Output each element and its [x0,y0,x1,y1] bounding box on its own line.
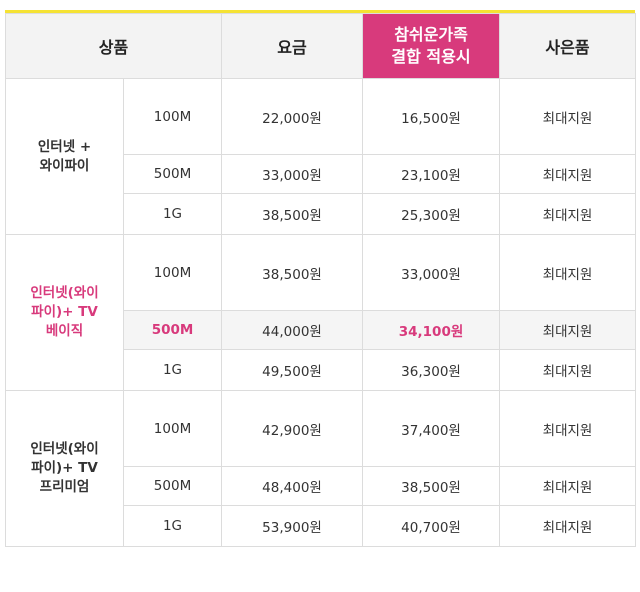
gift-cell: 최대지원 [499,234,637,311]
speed-cell: 500M [122,310,223,350]
discount-cell: 34,100원 [362,310,501,350]
discount-cell: 23,100원 [362,154,501,194]
price-cell: 42,900원 [221,390,364,467]
header-product: 상품 [4,13,223,79]
speed-cell: 1G [122,193,223,235]
header-price: 요금 [221,13,364,79]
discount-cell: 40,700원 [362,505,501,547]
discount-cell: 16,500원 [362,78,501,155]
discount-cell: 37,400원 [362,390,501,467]
price-cell: 38,500원 [221,193,364,235]
group-internet-tv-basic: 인터넷(와이 파이)+ TV 베이직 [5,234,124,391]
discount-cell: 36,300원 [362,349,501,391]
table-header-row: 상품 요금 참쉬운가족 결합 적용시 사은품 [4,13,637,79]
table-row: 인터넷(와이 파이)+ TV 베이직 100M 38,500원 33,000원 … [5,234,637,391]
group-name-line: 인터넷(와이 [30,441,99,457]
speed-cell: 500M [122,154,223,194]
price-cell: 49,500원 [221,349,364,391]
speed-cell: 500M [122,466,223,506]
gift-cell: 최대지원 [499,154,637,194]
price-cell: 38,500원 [221,234,364,311]
speed-cell: 100M [122,234,223,311]
discount-cell: 38,500원 [362,466,501,506]
table-row: 500M 33,000원 23,100원 최대지원 [6,154,637,194]
header-discount-line1: 참쉬운가족 [394,25,468,44]
gift-cell: 최대지원 [499,78,637,155]
speed-cell: 100M [122,390,223,467]
group-internet-tv-premium: 인터넷(와이 파이)+ TV 프리미엄 [5,390,124,547]
group-name-line: 파이)+ TV [31,460,98,476]
table-row: 인터넷 + 와이파이 100M 22,000원 16,500원 최대지원 [5,78,637,235]
table-top-border [5,10,635,13]
speed-cell: 100M [122,78,223,155]
header-gift: 사은품 [499,13,637,79]
table-row: 1G 38,500원 25,300원 최대지원 [6,193,637,235]
price-cell: 44,000원 [221,310,364,350]
group-name-line: 파이)+ TV [31,304,98,320]
table-row-highlighted: 500M 44,000원 34,100원 최대지원 [6,310,637,350]
gift-cell: 최대지원 [499,505,637,547]
gift-cell: 최대지원 [499,390,637,467]
group-internet-wifi: 인터넷 + 와이파이 [5,78,124,235]
discount-cell: 25,300원 [362,193,501,235]
header-discount: 참쉬운가족 결합 적용시 [362,13,501,79]
price-cell: 48,400원 [221,466,364,506]
header-discount-line2: 결합 적용시 [391,47,471,66]
price-cell: 22,000원 [221,78,364,155]
gift-cell: 최대지원 [499,466,637,506]
speed-cell: 1G [122,349,223,391]
price-table: 상품 요금 참쉬운가족 결합 적용시 사은품 인터넷 + 와이파이 100M 2… [4,13,637,547]
group-name-line: 프리미엄 [39,479,90,495]
discount-cell: 33,000원 [362,234,501,311]
table-row: 인터넷(와이 파이)+ TV 프리미엄 100M 42,900원 37,400원… [5,390,637,547]
table-row: 500M 48,400원 38,500원 최대지원 [6,466,637,506]
table-row: 1G 53,900원 40,700원 최대지원 [6,505,637,547]
group-name-line: 와이파이 [39,157,90,174]
gift-cell: 최대지원 [499,310,637,350]
speed-cell: 1G [122,505,223,547]
group-name-line: 인터넷(와이 [30,285,99,301]
gift-cell: 최대지원 [499,193,637,235]
price-cell: 33,000원 [221,154,364,194]
gift-cell: 최대지원 [499,349,637,391]
price-cell: 53,900원 [221,505,364,547]
group-name-line: 베이직 [45,323,84,339]
group-name-line: 인터넷 + [37,138,92,155]
